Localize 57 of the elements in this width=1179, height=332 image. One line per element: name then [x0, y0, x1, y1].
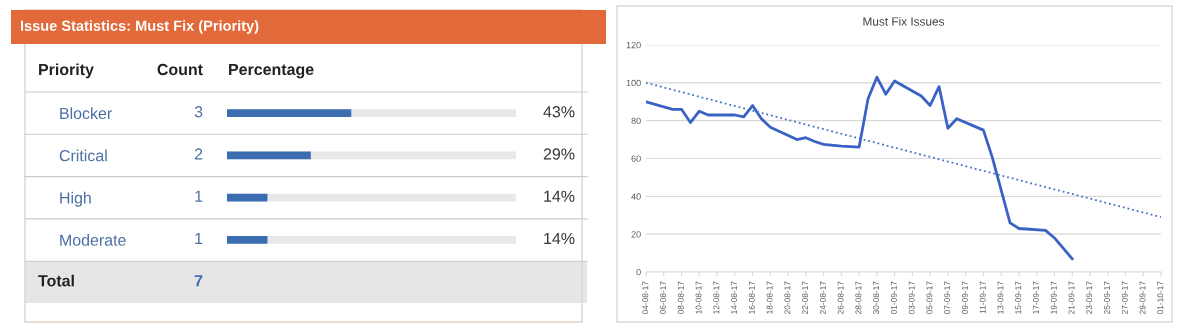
- text: 1: [195, 190, 203, 202]
- x-tick-label: 22-08-17: [802, 281, 809, 314]
- y-tick-label: 40: [631, 193, 641, 200]
- x-tick-label: 09-09-17: [961, 281, 968, 315]
- x-tick-label: 06-08-17: [660, 281, 666, 315]
- x-tick-label: 21-09-17: [1068, 281, 1075, 314]
- x-tick-label: 26-08-17: [837, 281, 844, 314]
- x-tick-label: 10-08-17: [695, 281, 702, 314]
- y-tick-label: High: [60, 191, 91, 207]
- data-label: 14%: [544, 232, 575, 245]
- y-tick-label: Moderate: [60, 234, 126, 246]
- x-tick-label: 19-09-17: [1050, 281, 1057, 314]
- x-tick-label: 03-09-17: [908, 281, 915, 315]
- x-tick-label: 20-08-17: [784, 281, 791, 314]
- x-tick-label: 11-09-17: [979, 281, 986, 314]
- chart-title: Must Fix Issues: [863, 17, 945, 26]
- text: 3: [194, 106, 203, 118]
- data-label: 43%: [543, 106, 575, 118]
- text: Percentage: [229, 63, 314, 79]
- text: Count: [157, 63, 203, 76]
- x-tick-label: 12-08-17: [713, 281, 720, 314]
- line-series: [646, 75, 1074, 261]
- x-tick-label: 14-08-17: [731, 281, 738, 314]
- x-tick-label: 27-09-17: [1121, 281, 1128, 314]
- chart-title: Issue Statistics: Must Fix (Priority): [20, 20, 259, 34]
- x-tick-label: 29-09-17: [1139, 281, 1146, 314]
- data-label: 14%: [544, 190, 575, 202]
- x-tick-label: 15-09-17: [1015, 281, 1022, 314]
- x-tick-label: 23-09-17: [1086, 281, 1093, 314]
- text: 2: [194, 148, 203, 160]
- y-tick-label: Critical: [59, 149, 107, 162]
- x-tick-label: 17-09-17: [1033, 281, 1039, 314]
- x-tick-label: 30-08-17: [873, 281, 880, 315]
- x-tick-label: 04-08-17: [642, 281, 649, 315]
- y-tick-label: 80: [631, 117, 641, 125]
- x-tick-label: 18-08-17: [766, 281, 773, 314]
- data-label: 29%: [543, 148, 575, 160]
- x-tick-label: 01-10-17: [1157, 281, 1164, 315]
- x-tick-label: 13-09-17: [997, 281, 1004, 314]
- x-tick-label: 16-08-17: [748, 281, 755, 314]
- x-tick-label: 25-09-17: [1104, 281, 1110, 314]
- y-tick-label: 0: [636, 268, 641, 276]
- x-tick-label: 05-09-17: [926, 281, 933, 315]
- y-tick-label: 60: [631, 155, 641, 162]
- y-tick-label: 120: [626, 41, 641, 49]
- x-tick-label: 07-09-17: [944, 281, 951, 315]
- text: Total: [38, 274, 74, 287]
- x-tick-label: 24-08-17: [819, 281, 826, 314]
- y-tick-label: 100: [626, 79, 641, 87]
- x-tick-label: 08-08-17: [677, 281, 684, 315]
- y-tick-label: Blocker: [60, 107, 112, 120]
- x-tick-label: 28-08-17: [855, 281, 862, 314]
- y-tick-label: 20: [631, 231, 641, 238]
- text: 1: [195, 233, 203, 245]
- text: Priority: [39, 63, 94, 79]
- text: 7: [194, 275, 203, 287]
- x-tick-label: 01-09-17: [890, 281, 897, 315]
